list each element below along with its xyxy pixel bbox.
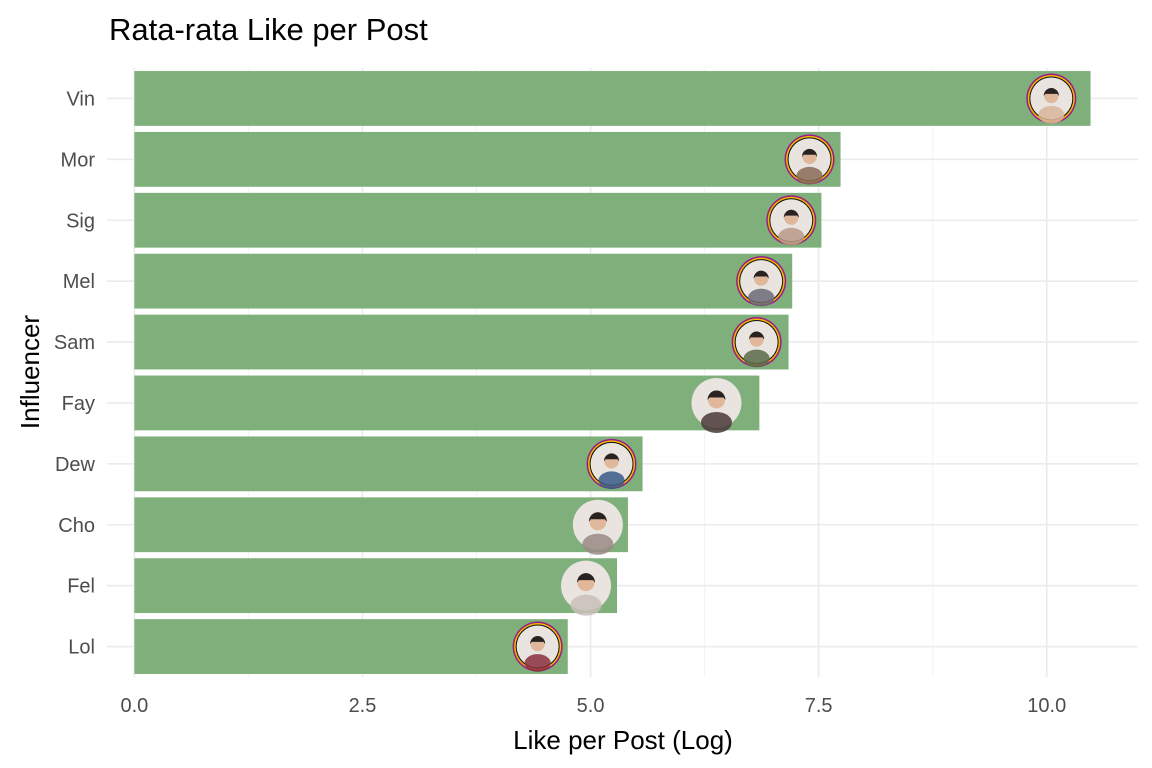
- x-tick-label: 7.5: [805, 695, 833, 717]
- x-tick-label: 0.0: [120, 695, 148, 717]
- x-tick-label: 10.0: [1027, 695, 1066, 717]
- bar-sig: [134, 192, 822, 248]
- bar-mel: [134, 253, 793, 309]
- y-tick-label: Mor: [61, 149, 96, 171]
- y-tick-label: Cho: [58, 515, 95, 537]
- x-axis-title: Like per Post (Log): [513, 725, 733, 755]
- avatar-icon: [691, 377, 742, 433]
- y-tick-label: Sig: [66, 210, 95, 232]
- avatar-icon: [736, 256, 787, 307]
- bar-sam: [134, 314, 789, 370]
- avatar-icon: [572, 499, 623, 555]
- bar-fel: [134, 558, 618, 614]
- bar-cho: [134, 497, 628, 553]
- x-tick-label: 2.5: [349, 695, 377, 717]
- x-tick-labels: 0.0 2.5 5.0 7.5 10.0: [120, 695, 1066, 717]
- y-tick-label: Fel: [67, 576, 95, 598]
- y-tick-label: Sam: [54, 332, 95, 354]
- y-tick-labels: Vin Mor Sig Mel Sam Fay Dew Cho Fel Lol: [54, 88, 96, 658]
- avatar-icon: [766, 195, 817, 246]
- y-axis-title: Influencer: [15, 315, 45, 430]
- y-tick-label: Mel: [63, 271, 95, 293]
- avatar-icon: [561, 560, 612, 616]
- y-tick-label: Fay: [62, 393, 95, 415]
- bar-vin: [134, 71, 1091, 126]
- bar-mor: [134, 131, 841, 187]
- bar-lol: [134, 619, 568, 674]
- avatar-icon: [512, 621, 563, 672]
- chart-title: Rata-rata Like per Post: [109, 12, 428, 47]
- avatar-icon: [586, 438, 637, 490]
- avatar-icon: [784, 134, 835, 185]
- y-tick-label: Lol: [68, 637, 95, 659]
- avatar-icon: [731, 317, 782, 368]
- bars: [134, 71, 1091, 674]
- bar-dew: [134, 436, 643, 492]
- avatar-icon: [1026, 73, 1077, 124]
- avatar-markers: [512, 73, 1077, 672]
- bar-fay: [134, 375, 760, 431]
- y-tick-label: Vin: [66, 88, 95, 110]
- y-tick-label: Dew: [55, 454, 96, 476]
- x-tick-label: 5.0: [577, 695, 605, 717]
